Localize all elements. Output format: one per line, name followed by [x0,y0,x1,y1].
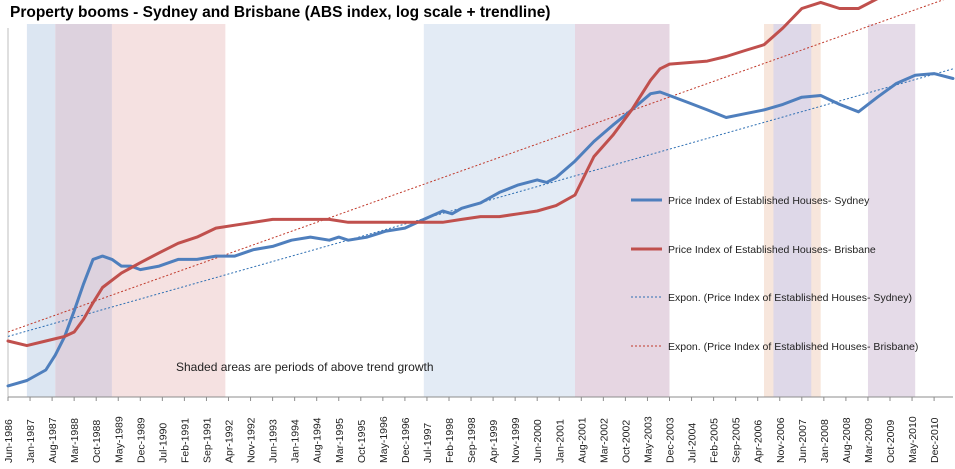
x-tick-label: Jan-2001 [554,419,566,463]
x-tick-label: Jan-2008 [819,419,831,463]
x-tick-label: Aug-1987 [47,417,59,463]
x-tick-label: Dec-2003 [665,417,677,463]
x-tick-label: Sep-1991 [201,417,213,463]
x-tick-label: May-1996 [378,416,390,463]
x-tick-label: May-1989 [113,416,125,463]
x-tick-label: Oct-1988 [91,420,103,463]
shaded-periods [26,24,916,397]
x-tick-label: Jun-1986 [3,419,15,463]
legend: Price Index of Established Houses- Sydne… [631,195,918,353]
shaded-period-3 [111,24,226,397]
x-tick-label: Mar-2002 [598,418,610,463]
x-tick-label: Jun-1993 [268,419,280,463]
legend-label-brisbane: Price Index of Established Houses- Brisb… [668,244,876,256]
x-tick-label: Apr-2006 [753,420,765,463]
x-tick-label: May-2010 [907,416,919,463]
x-tick-label: Jun-2007 [797,419,809,463]
x-tick-label: Jul-2004 [687,423,699,463]
shaded-period-1 [26,24,56,397]
x-tick-label: Mar-2009 [863,418,875,463]
x-tick-label: Dec-1996 [400,417,412,463]
x-tick-label: Apr-1999 [488,420,500,463]
x-tick-label: Nov-1992 [246,417,258,463]
shaded-period-7 [773,24,812,397]
x-tick-label: Sep-2005 [731,417,743,463]
x-tick-label: Mar-1995 [334,418,346,463]
chart-title: Property booms - Sydney and Brisbane (AB… [10,4,550,21]
x-tick-label: Feb-1998 [444,418,456,463]
x-tick-label: Feb-2005 [709,418,721,463]
legend-label-trend-brisbane: Expon. (Price Index of Established House… [668,341,918,353]
x-tick-label: Jun-2000 [532,419,544,463]
x-tick-label: Oct-2009 [885,420,897,463]
x-tick-label: Jul-1990 [157,423,169,463]
trendline-brisbane [7,0,945,333]
x-tick-label: Aug-2008 [841,417,853,463]
x-tick-label: May-2003 [642,416,654,463]
x-tick-label: Dec-1989 [135,417,147,463]
shaded-period-5 [575,24,670,397]
x-axis-ticks: Jun-1986 Jan-1987 Aug-1987 Mar-1988 Oct-1988… [3,397,941,463]
x-tick-label: Oct-1995 [356,420,368,463]
legend-label-sydney: Price Index of Established Houses- Sydne… [668,195,870,207]
x-tick-label: Jan-1994 [290,419,302,463]
legend-label-trend-sydney: Expon. (Price Index of Established House… [668,292,912,304]
x-tick-label: Feb-1991 [179,418,191,463]
x-tick-label: Nov-1999 [510,417,522,463]
x-tick-label: Jan-1987 [25,419,37,463]
x-tick-label: Oct-2002 [620,420,632,463]
x-tick-label: Sep-1998 [466,417,478,463]
x-tick-label: Apr-1992 [224,420,236,463]
x-tick-label: Nov-2006 [775,417,787,463]
x-tick-label: Aug-2001 [576,417,588,463]
x-tick-label: Aug-1994 [312,417,324,463]
x-tick-label: Dec-2010 [929,417,941,463]
series-line-sydney [6,72,955,388]
x-tick-label: Jul-1997 [422,423,434,463]
series-line-brisbane [6,0,879,348]
shaded-note: Shaded areas are periods of above trend … [176,360,434,374]
x-tick-label: Mar-1988 [69,418,81,463]
shaded-period-4 [423,24,575,397]
trendlines [7,0,954,337]
series-lines [6,0,955,388]
